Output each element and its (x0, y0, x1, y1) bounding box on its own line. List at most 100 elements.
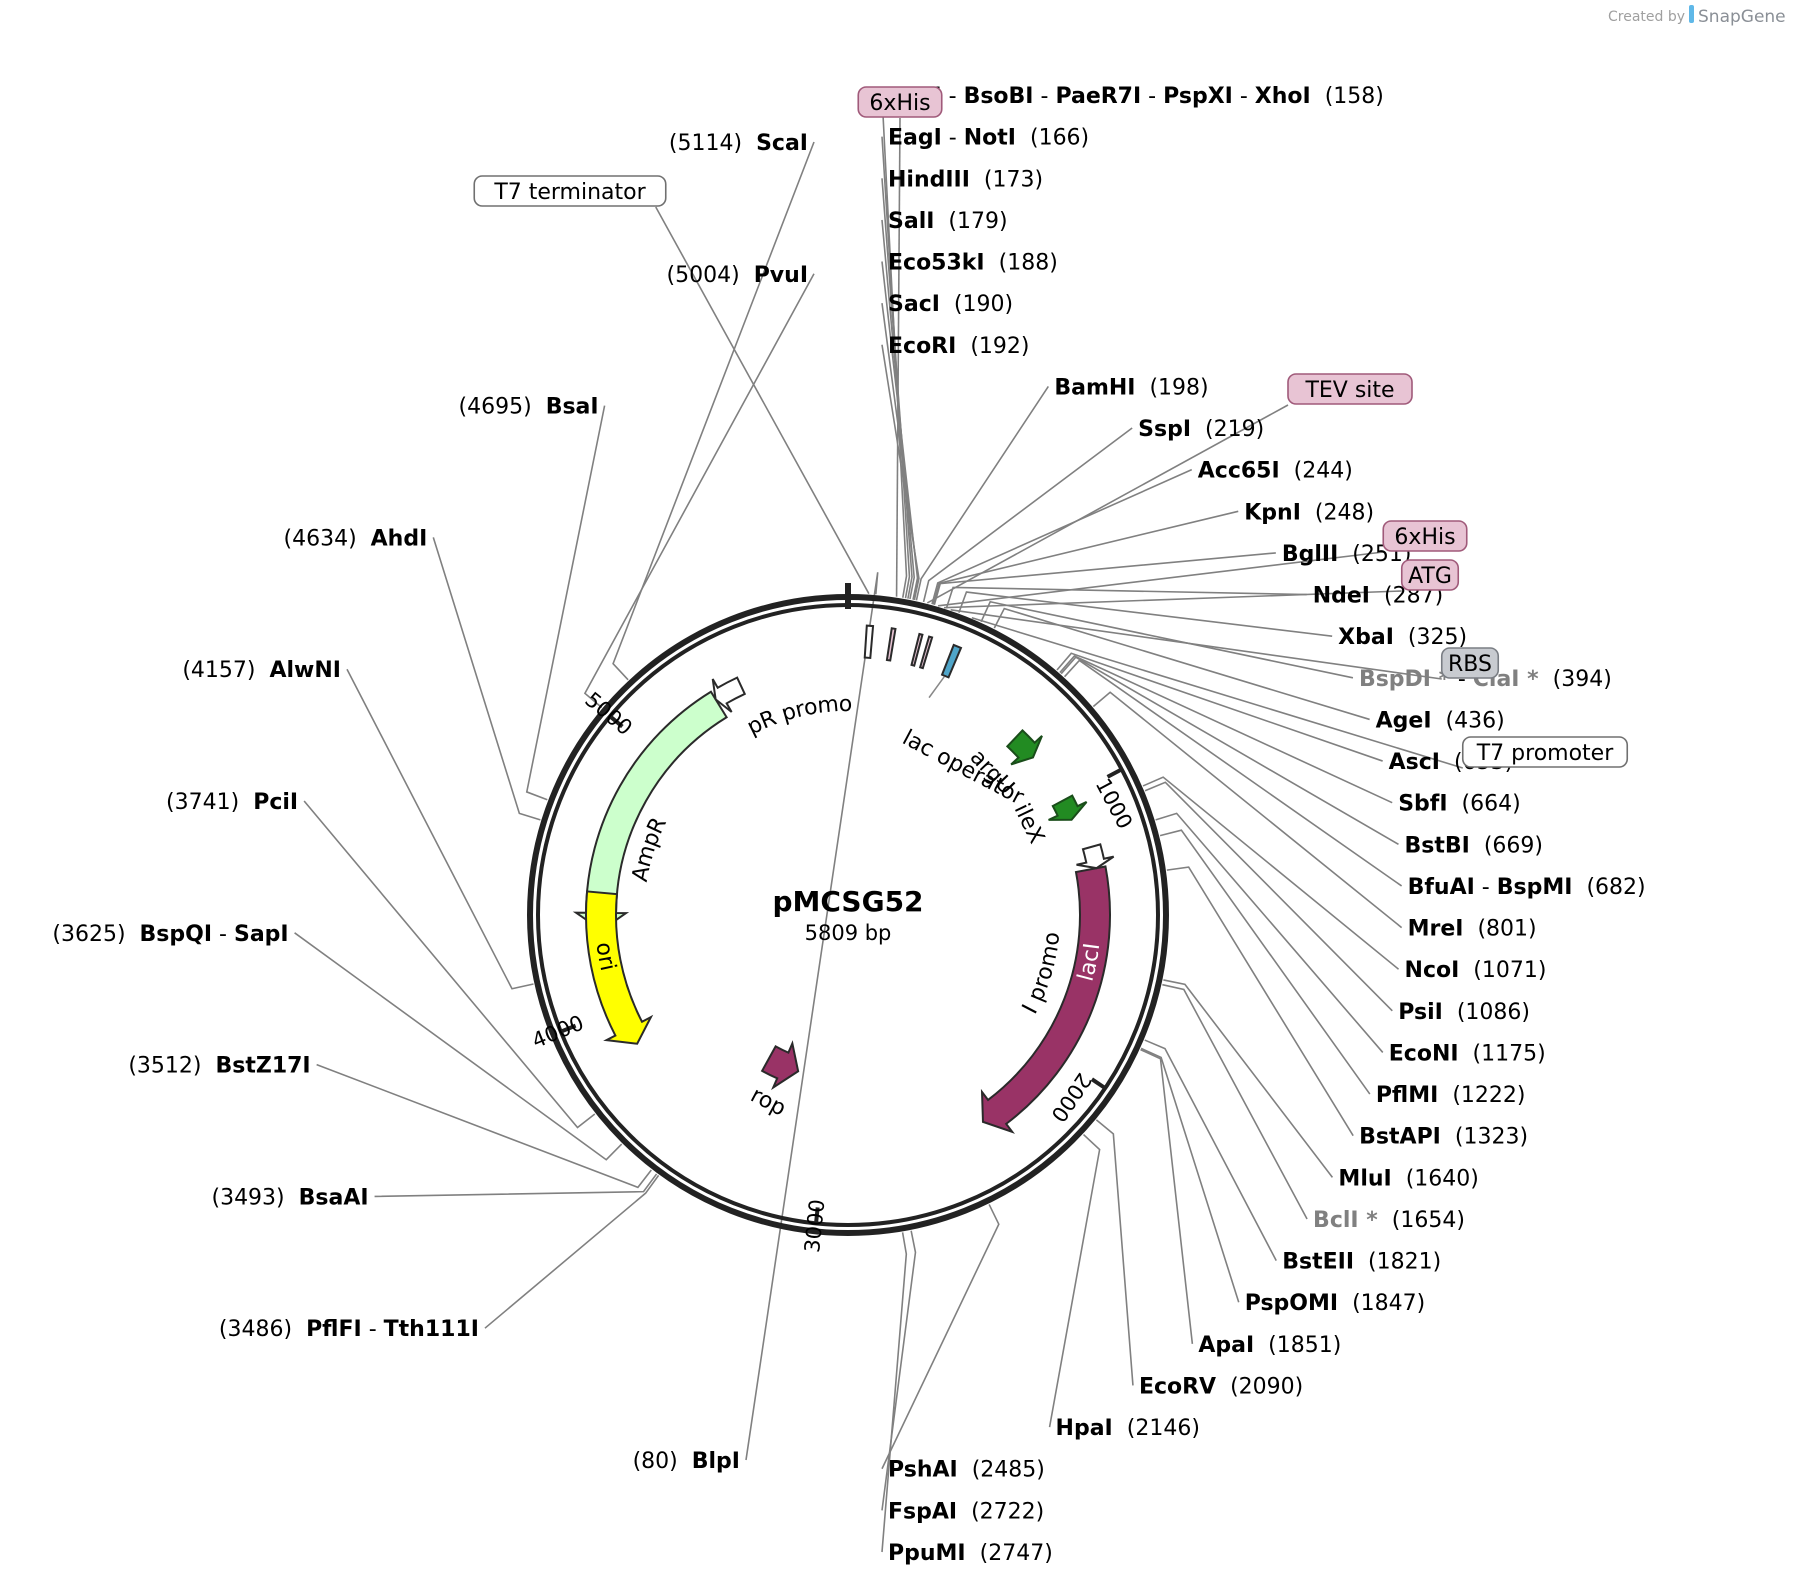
snapgene-logo-icon (1689, 5, 1694, 23)
box-label-text: T7 terminator (493, 180, 646, 205)
site-eagi: EagI - NotI (166) (888, 126, 1089, 151)
site-label-text: SacI (190) (888, 292, 1013, 317)
site-leader-line (1056, 652, 1383, 762)
site-leader-line (484, 1174, 660, 1329)
feature-label-ori: ori (591, 941, 620, 974)
site-agei: AgeI (436) (1376, 708, 1505, 733)
site-pvui: (5004) PvuI (667, 263, 808, 288)
site-leader-line (1163, 979, 1334, 1178)
site-bsteii: BstEII (1821) (1282, 1250, 1441, 1275)
box-label-frame (1400, 559, 1460, 591)
tick-mark-4000 (560, 1023, 577, 1034)
tick-mark-2000 (1090, 1077, 1107, 1090)
site-label-text: (3512) BstZ17I (128, 1054, 310, 1079)
site-label-text: (80) BlpI (633, 1449, 740, 1474)
snapgene-credit: Created by SnapGene (1608, 5, 1786, 27)
site-bspqi: (3625) BspQI - SapI (52, 922, 288, 947)
site-label-text: MluI (1640) (1338, 1166, 1478, 1191)
site-label-text: PpuMI (2747) (888, 1541, 1053, 1566)
plasmid-name: pMCSG52 (772, 885, 923, 918)
site-leader-line (1063, 659, 1403, 887)
site-leader-line (303, 800, 596, 1129)
site-pflmi: PflMI (1222) (1376, 1083, 1526, 1108)
site-label-text: (4157) AlwNI (182, 658, 341, 683)
box-leader-line (937, 551, 1384, 607)
box-leader-line (944, 590, 1402, 609)
site-apai: ApaI (1851) (1198, 1333, 1341, 1358)
site-leader-line (1095, 1119, 1134, 1386)
site-eco53ki: Eco53kI (188) (888, 251, 1058, 276)
site-label-text: (4634) AhdI (284, 526, 428, 551)
box-label-frame (1440, 647, 1500, 679)
site-leader-line (583, 273, 815, 709)
mcs-feature-mark (918, 635, 934, 670)
site-leader-line (432, 537, 541, 821)
backbone-ring (527, 583, 1169, 1236)
site-label-text: SbfI (664) (1398, 792, 1521, 817)
site-label-text: NcoI (1071) (1405, 958, 1547, 983)
box-label-frame (1382, 520, 1468, 552)
site-ecori: EcoRI (192) (888, 334, 1029, 359)
feature-lac-operator (940, 643, 963, 679)
site-scai: (5114) ScaI (669, 131, 808, 156)
mcs-feature-mark (863, 624, 875, 660)
site-leader-line (881, 1232, 908, 1553)
leader-lines (294, 94, 1463, 1553)
site-kpni: KpnI (248) (1244, 500, 1374, 525)
box-label-frame (857, 86, 943, 118)
box-label-text: T7 promoter (1476, 741, 1614, 766)
site-label-text: AvaI - BsoBI - PaeR7I - PspXI - XhoI(158… (888, 84, 1384, 109)
restriction-site-labels: AvaI - BsoBI - PaeR7I - PspXI - XhoI(158… (52, 84, 1645, 1566)
site-label-text: PsiI (1086) (1398, 1000, 1530, 1025)
site-label-text: (3741) PciI (166, 790, 298, 815)
box-label-frame (1287, 373, 1413, 405)
site-leader-line (932, 510, 1239, 605)
site-leader-line (1140, 1047, 1240, 1303)
site-xbai: XbaI (325) (1338, 625, 1467, 650)
site-leader-line (1144, 781, 1393, 1012)
site-leader-line (1159, 829, 1371, 1095)
site-label-text: SspI (219) (1138, 417, 1264, 442)
site-leader-line (931, 468, 1193, 605)
box-label-text: 6xHis (869, 91, 930, 116)
site-bstapi: BstAPI (1323) (1359, 1125, 1528, 1150)
site-leader-line (881, 219, 915, 600)
site-leader-line (316, 1063, 652, 1189)
site-label-text: PshAI (2485) (888, 1458, 1045, 1483)
box-label-rbs: RBS (1440, 647, 1500, 679)
site-leader-line (745, 572, 879, 1461)
site-label-text: HpaI (2146) (1056, 1416, 1200, 1441)
site-bcli: BclI * (1654) (1313, 1208, 1465, 1233)
feature-laci-promoter (1076, 843, 1115, 870)
tick-mark-5000 (608, 714, 624, 729)
plasmid-size: 5809 bp (805, 921, 892, 945)
box-label-tev-site: TEV site (1287, 373, 1413, 405)
credit-prefix: Created by (1608, 9, 1685, 25)
site-leader-line (612, 141, 815, 681)
mcs-feature-mark (885, 627, 897, 662)
tick-label-3000: 3000 (800, 1198, 829, 1254)
site-leader-line (881, 136, 911, 599)
feature-argu (1005, 728, 1043, 766)
feature-rop (760, 1040, 800, 1091)
site-blpi: (80) BlpI (633, 1449, 740, 1474)
site-label-text: Eco53kI (188) (888, 251, 1058, 276)
site-label-text: HindIII (173) (888, 167, 1043, 192)
site-sbfi: SbfI (664) (1398, 792, 1521, 817)
site-leader-line (1142, 776, 1400, 970)
site-alwni: (4157) AlwNI (182, 658, 341, 683)
site-leader-line (993, 607, 1370, 721)
site-label-text: BfuAI - BspMI (682) (1408, 875, 1646, 900)
site-label-text: EcoRV (2090) (1139, 1374, 1303, 1399)
box-leader-line (971, 617, 1463, 769)
site-leader-line (915, 385, 1050, 601)
site-label-text: (5004) PvuI (667, 263, 808, 288)
site-fspai: FspAI (2722) (888, 1499, 1044, 1524)
mcs-feature-mark (910, 632, 924, 667)
site-bsaai: (3493) BsaAI (211, 1185, 368, 1210)
site-bfuai: BfuAI - BspMI (682) (1408, 875, 1646, 900)
site-leader-line (1060, 656, 1399, 846)
site-econi: EcoNI (1175) (1389, 1041, 1546, 1066)
feature-laci (980, 865, 1111, 1134)
